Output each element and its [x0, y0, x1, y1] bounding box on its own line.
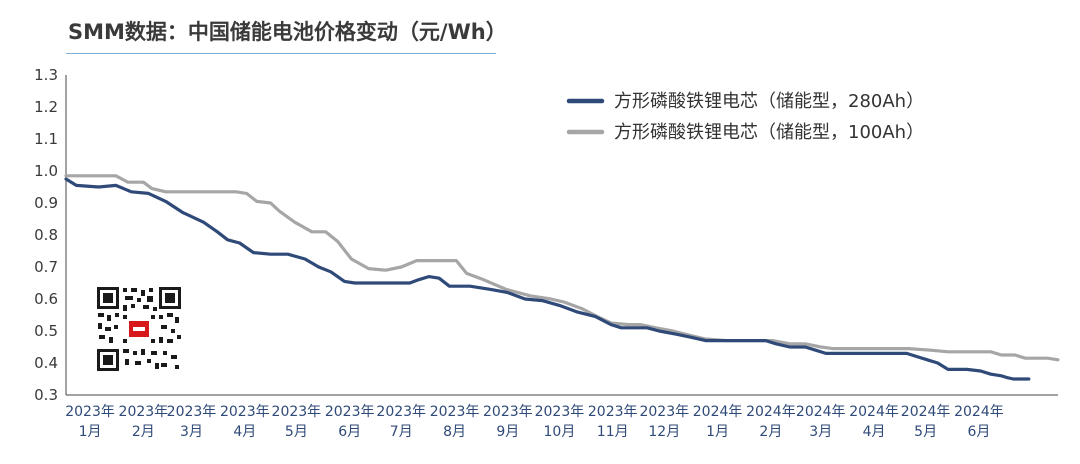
y-tick-label: 0.9	[34, 194, 58, 212]
legend: 方形磷酸铁锂电芯（储能型，280Ah） 方形磷酸铁锂电芯（储能型，100Ah）	[566, 91, 924, 143]
y-tick-label: 0.3	[34, 386, 58, 404]
y-tick-label: 1.3	[34, 66, 58, 84]
x-tick-label: 2023年 7月	[376, 404, 426, 440]
x-tick-label: 2023年 9月	[483, 404, 533, 440]
y-tick-label: 0.5	[34, 322, 58, 340]
series-line-1	[64, 177, 1031, 381]
series-lines	[64, 174, 1060, 381]
x-tick-label: 2023年 1月	[65, 404, 115, 440]
series-line-2	[64, 174, 1060, 362]
legend-label-2: 方形磷酸铁锂电芯（储能型，100Ah）	[614, 122, 924, 143]
x-tick-label: 2024年 4月	[849, 404, 899, 440]
x-tick-label: 2024年 1月	[693, 404, 743, 440]
x-tick-label: 2023年 8月	[430, 404, 480, 440]
x-tick-label: 2023年 11月	[588, 404, 638, 440]
y-tick-label: 1.2	[34, 98, 58, 116]
x-tick-label: 2024年 6月	[954, 404, 1004, 440]
y-tick-label: 0.6	[34, 290, 58, 308]
y-tick-label: 0.4	[34, 354, 58, 372]
legend-label-1: 方形磷酸铁锂电芯（储能型，280Ah）	[614, 91, 924, 112]
x-tick-label: 2024年 5月	[901, 404, 951, 440]
x-tick-label: 2023年 5月	[272, 404, 322, 440]
x-tick-label: 2023年 2月	[119, 404, 169, 440]
x-tick-label: 2023年 3月	[167, 404, 217, 440]
x-tick-label: 2023年 12月	[639, 404, 689, 440]
y-tick-label: 0.7	[34, 258, 58, 276]
y-tick-label: 0.8	[34, 226, 58, 244]
chart-title: SMM数据：中国储能电池价格变动（元/Wh）	[68, 20, 507, 44]
x-tick-label: 2024年 2月	[746, 404, 796, 440]
y-tick-label: 1.0	[34, 162, 58, 180]
y-axis-ticks: 0.3 0.4 0.5 0.6 0.7 0.8 0.9 1.0 1.1 1.2 1.3	[34, 66, 58, 404]
x-tick-label: 2023年 4月	[220, 404, 270, 440]
x-tick-label: 2024年 3月	[796, 404, 846, 440]
title-underline	[66, 53, 496, 54]
qr-code-image	[95, 285, 183, 373]
x-tick-label: 2023年 10月	[535, 404, 585, 440]
y-tick-label: 1.1	[34, 130, 58, 148]
x-tick-label: 2023年 6月	[325, 404, 375, 440]
